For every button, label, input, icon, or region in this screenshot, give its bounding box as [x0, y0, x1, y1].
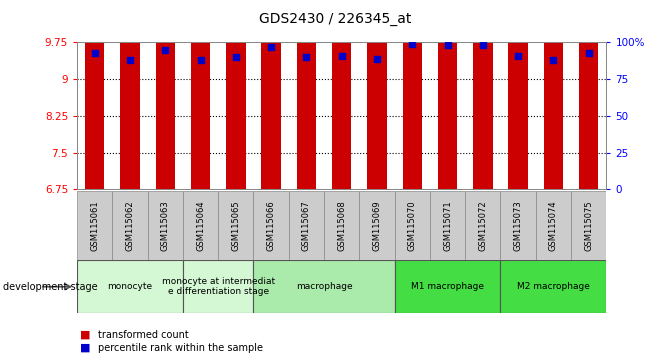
Text: monocyte: monocyte — [107, 282, 153, 291]
Bar — [473, 0, 492, 189]
Point — [513, 53, 523, 58]
Bar — [121, 0, 139, 189]
Text: GSM115070: GSM115070 — [408, 200, 417, 251]
FancyBboxPatch shape — [500, 260, 606, 313]
Point — [478, 42, 488, 48]
Point — [195, 57, 206, 63]
Text: GSM115074: GSM115074 — [549, 200, 558, 251]
Bar — [155, 0, 175, 189]
Text: GSM115073: GSM115073 — [514, 200, 523, 251]
FancyBboxPatch shape — [147, 191, 183, 260]
Text: GSM115075: GSM115075 — [584, 200, 593, 251]
Text: GSM115068: GSM115068 — [337, 200, 346, 251]
Text: transformed count: transformed count — [98, 330, 189, 339]
Bar — [226, 0, 245, 189]
FancyBboxPatch shape — [113, 191, 147, 260]
Text: M2 macrophage: M2 macrophage — [517, 282, 590, 291]
Text: GDS2430 / 226345_at: GDS2430 / 226345_at — [259, 12, 411, 27]
Point — [442, 42, 453, 48]
Point — [125, 57, 135, 63]
Text: development stage: development stage — [3, 282, 98, 292]
FancyBboxPatch shape — [571, 191, 606, 260]
Point — [89, 50, 100, 56]
Text: GSM115072: GSM115072 — [478, 200, 487, 251]
FancyBboxPatch shape — [77, 191, 113, 260]
FancyBboxPatch shape — [536, 191, 571, 260]
FancyBboxPatch shape — [465, 191, 500, 260]
FancyBboxPatch shape — [253, 260, 395, 313]
FancyBboxPatch shape — [183, 191, 218, 260]
Bar — [297, 0, 316, 189]
Bar — [509, 0, 528, 189]
Point — [584, 50, 594, 56]
Point — [266, 44, 277, 50]
Point — [301, 55, 312, 60]
Point — [230, 55, 241, 60]
Bar — [191, 0, 210, 189]
Text: GSM115061: GSM115061 — [90, 200, 99, 251]
Bar — [579, 0, 598, 189]
Text: GSM115063: GSM115063 — [161, 200, 170, 251]
Bar — [85, 0, 105, 189]
Point — [336, 53, 347, 58]
FancyBboxPatch shape — [218, 191, 253, 260]
Text: M1 macrophage: M1 macrophage — [411, 282, 484, 291]
Text: monocyte at intermediat
e differentiation stage: monocyte at intermediat e differentiatio… — [161, 277, 275, 296]
Text: macrophage: macrophage — [295, 282, 352, 291]
Text: GSM115064: GSM115064 — [196, 200, 205, 251]
Point — [548, 57, 559, 63]
Text: GSM115062: GSM115062 — [125, 200, 135, 251]
FancyBboxPatch shape — [77, 260, 183, 313]
Text: ■: ■ — [80, 330, 91, 339]
Bar — [438, 0, 457, 189]
FancyBboxPatch shape — [500, 191, 536, 260]
FancyBboxPatch shape — [183, 260, 253, 313]
Bar — [544, 0, 563, 189]
Bar — [332, 0, 351, 189]
Point — [160, 47, 171, 53]
Text: GSM115071: GSM115071 — [443, 200, 452, 251]
FancyBboxPatch shape — [324, 191, 359, 260]
Text: GSM115065: GSM115065 — [231, 200, 241, 251]
Bar — [403, 0, 422, 189]
FancyBboxPatch shape — [395, 191, 430, 260]
Text: GSM115069: GSM115069 — [373, 200, 381, 251]
Bar — [367, 0, 387, 189]
FancyBboxPatch shape — [253, 191, 289, 260]
Text: GSM115066: GSM115066 — [267, 200, 275, 251]
Point — [372, 56, 383, 62]
Text: GSM115067: GSM115067 — [302, 200, 311, 251]
Point — [407, 41, 417, 47]
FancyBboxPatch shape — [430, 191, 465, 260]
Text: ■: ■ — [80, 343, 91, 353]
Bar — [261, 0, 281, 189]
FancyBboxPatch shape — [359, 191, 395, 260]
Text: percentile rank within the sample: percentile rank within the sample — [98, 343, 263, 353]
FancyBboxPatch shape — [395, 260, 500, 313]
FancyBboxPatch shape — [289, 191, 324, 260]
